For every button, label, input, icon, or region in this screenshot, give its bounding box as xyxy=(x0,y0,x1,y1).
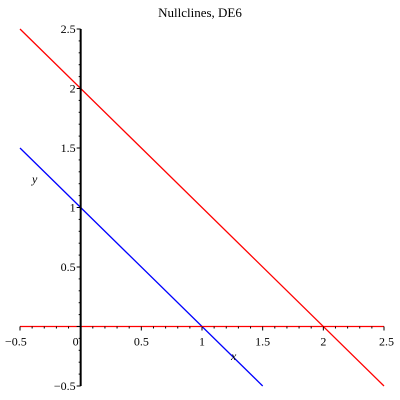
x-tick-label: −0.5 xyxy=(5,335,27,349)
y-tick-label: 2.5 xyxy=(61,22,76,36)
y-tick-label: 0.5 xyxy=(61,260,76,274)
x-tick-label: 1.5 xyxy=(255,335,270,349)
series-line-2 xyxy=(19,147,264,387)
x-axis-label: x xyxy=(230,349,237,363)
labels-layer: −0.5 0 0.5 1 1.5 2 2.5 −0.5 0.5 1 1.5 2 2.5 xyxy=(5,22,394,393)
y-tick-label: 2 xyxy=(70,82,76,96)
y-tick-label: 1.5 xyxy=(61,141,76,155)
axes-layer xyxy=(19,28,385,387)
y-tick-label: 1 xyxy=(70,201,76,215)
x-tick-label: 2 xyxy=(320,335,326,349)
x-tick-label: 1 xyxy=(199,335,205,349)
x-tick-label: 2.5 xyxy=(379,335,394,349)
y-axis-label: y xyxy=(31,172,38,186)
x-tick-label: 0.5 xyxy=(134,335,149,349)
y-tick-label: −0.5 xyxy=(54,379,76,393)
x-tick-label: 0 xyxy=(73,335,79,349)
chart-title: Nullclines, DE6 xyxy=(158,5,242,20)
